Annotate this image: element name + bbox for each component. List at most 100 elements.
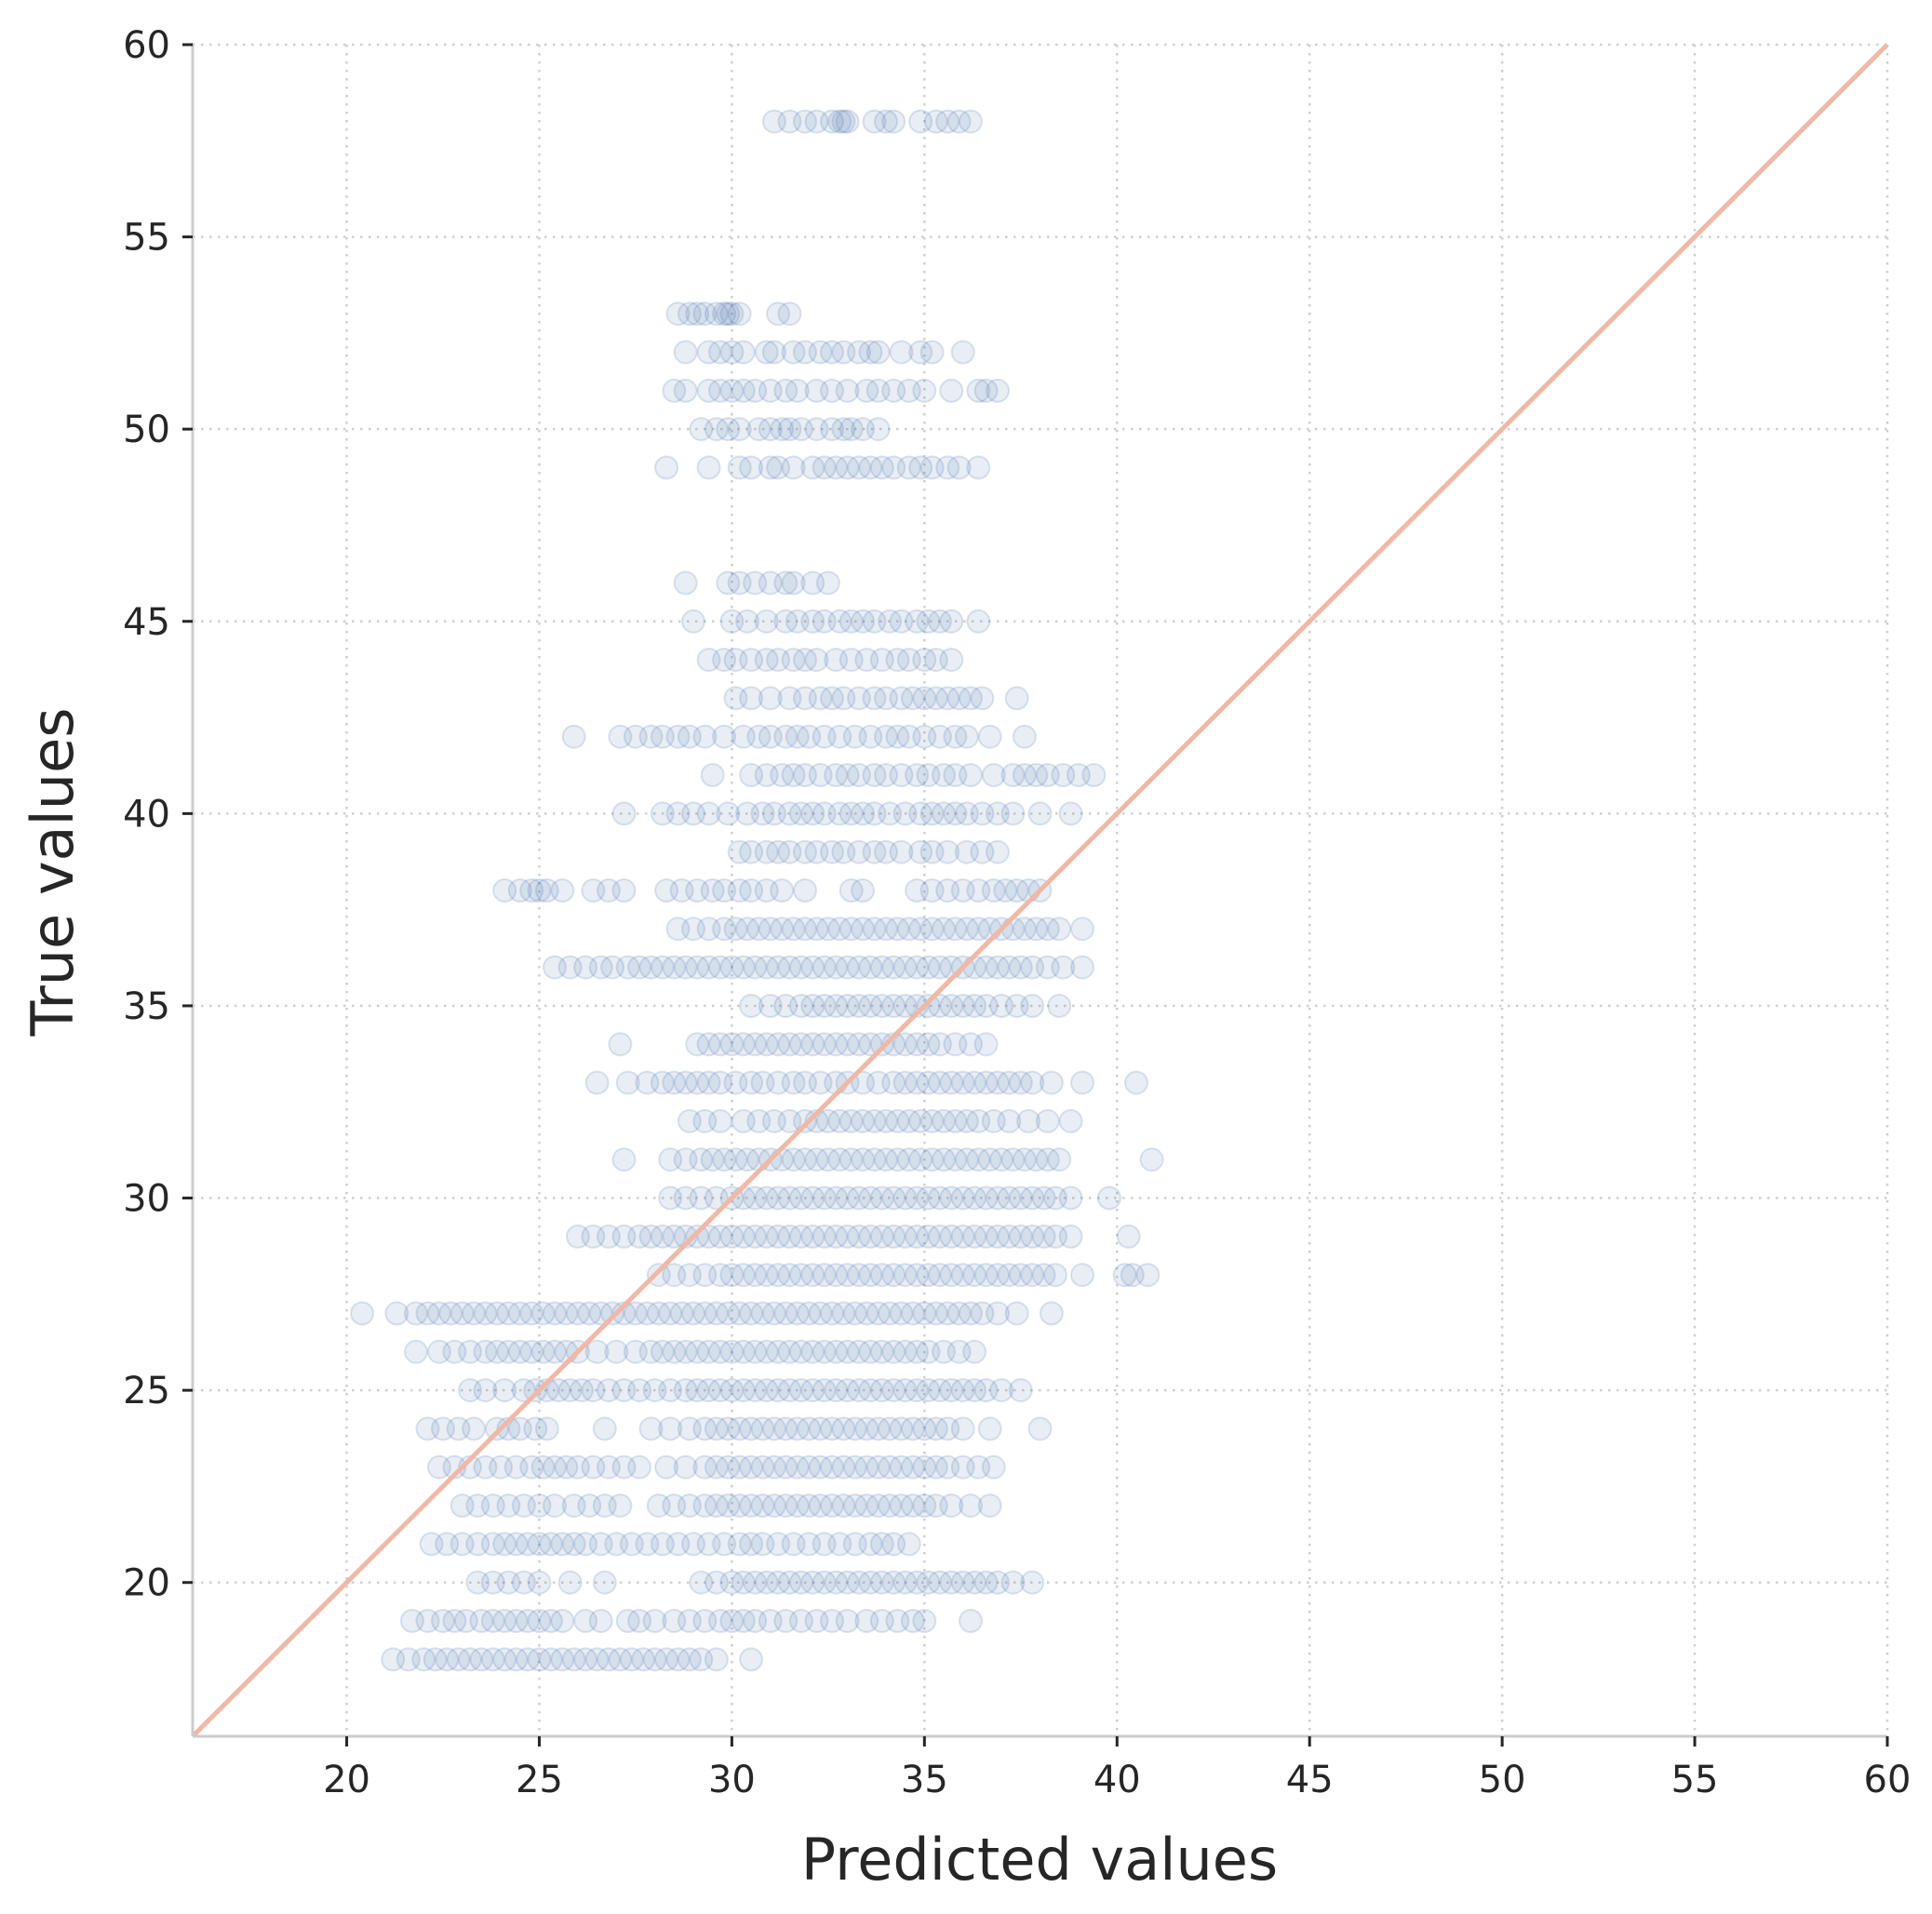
data-point	[986, 378, 1010, 403]
data-point	[677, 301, 702, 327]
data-point	[573, 1609, 598, 1633]
data-point	[777, 686, 802, 711]
data-point	[919, 1108, 945, 1133]
data-point	[719, 1224, 745, 1249]
data-point	[662, 955, 687, 980]
data-point	[812, 801, 837, 826]
data-point	[943, 801, 968, 826]
data-point	[847, 1570, 871, 1595]
data-point	[858, 1185, 883, 1211]
data-point	[935, 686, 960, 711]
data-point	[874, 917, 898, 942]
data-point	[986, 801, 1010, 826]
x-tick-label: 60	[1864, 1759, 1912, 1801]
data-point	[908, 917, 933, 942]
data-point	[465, 1493, 490, 1519]
data-point	[862, 763, 887, 787]
data-point	[896, 1147, 921, 1172]
data-point	[597, 1378, 621, 1403]
data-point	[824, 1378, 849, 1403]
data-point	[927, 724, 952, 749]
data-point	[708, 955, 732, 980]
data-point	[458, 1647, 482, 1672]
data-point	[507, 1301, 532, 1326]
data-point	[685, 301, 710, 327]
data-point	[950, 1224, 975, 1249]
data-point	[916, 1570, 941, 1595]
data-point	[743, 378, 768, 403]
data-point	[1135, 1263, 1161, 1288]
data-point	[927, 1224, 952, 1249]
data-point	[865, 340, 891, 365]
data-point	[696, 1339, 721, 1364]
data-point	[919, 455, 945, 480]
data-point	[785, 1493, 810, 1519]
data-point	[916, 1378, 941, 1403]
data-point	[905, 763, 930, 787]
data-point	[573, 955, 598, 980]
data-point	[896, 724, 921, 749]
data-point	[905, 1339, 930, 1364]
data-point	[584, 1339, 610, 1364]
data-point	[927, 1185, 952, 1211]
y-axis-title: True values	[19, 707, 87, 1037]
data-point	[1027, 1416, 1053, 1441]
data-point	[970, 1301, 995, 1326]
data-point	[627, 1609, 652, 1633]
data-point	[892, 1378, 918, 1403]
data-point	[646, 1301, 671, 1326]
data-point	[766, 301, 791, 327]
data-point	[858, 340, 883, 365]
data-point	[827, 109, 852, 134]
data-point	[650, 724, 675, 749]
data-point	[662, 1609, 687, 1633]
data-point	[889, 1416, 914, 1441]
data-point	[854, 648, 879, 673]
data-point	[777, 1263, 802, 1288]
x-tick-label: 30	[708, 1759, 756, 1801]
data-point	[815, 917, 840, 942]
data-point	[851, 801, 876, 826]
data-point	[1031, 1263, 1056, 1288]
data-point	[993, 878, 1018, 903]
data-point	[708, 1378, 732, 1403]
data-point	[704, 301, 729, 327]
data-point	[673, 1224, 698, 1249]
data-point	[989, 1147, 1014, 1172]
data-point	[820, 1493, 844, 1519]
data-point	[804, 1147, 829, 1172]
data-point	[731, 955, 756, 980]
data-point	[469, 1609, 494, 1633]
data-point	[669, 1301, 694, 1326]
data-point	[831, 1301, 856, 1326]
data-point	[820, 686, 844, 711]
data-point	[435, 1532, 460, 1557]
data-point	[962, 1224, 987, 1249]
data-point	[986, 955, 1010, 980]
data-point	[905, 878, 930, 903]
data-point	[935, 878, 960, 903]
data-point	[923, 1416, 948, 1441]
data-point	[824, 994, 849, 1018]
data-point	[727, 1301, 752, 1326]
data-point	[692, 1301, 718, 1326]
data-point	[581, 1378, 606, 1403]
data-point	[916, 1185, 941, 1211]
data-point	[1043, 1224, 1068, 1249]
data-point	[739, 1532, 764, 1557]
data-point	[927, 1263, 952, 1288]
data-point	[858, 1224, 883, 1249]
data-point	[919, 1147, 945, 1172]
data-point	[908, 455, 933, 480]
data-point	[1070, 955, 1094, 980]
data-point	[543, 1301, 567, 1326]
data-point	[485, 1301, 509, 1326]
data-point	[716, 301, 741, 327]
data-point	[820, 839, 844, 864]
data-point	[527, 1609, 552, 1633]
data-point	[777, 1339, 802, 1364]
data-point	[615, 955, 640, 980]
data-point	[878, 801, 903, 826]
data-point	[685, 955, 710, 980]
data-point	[743, 1378, 768, 1403]
